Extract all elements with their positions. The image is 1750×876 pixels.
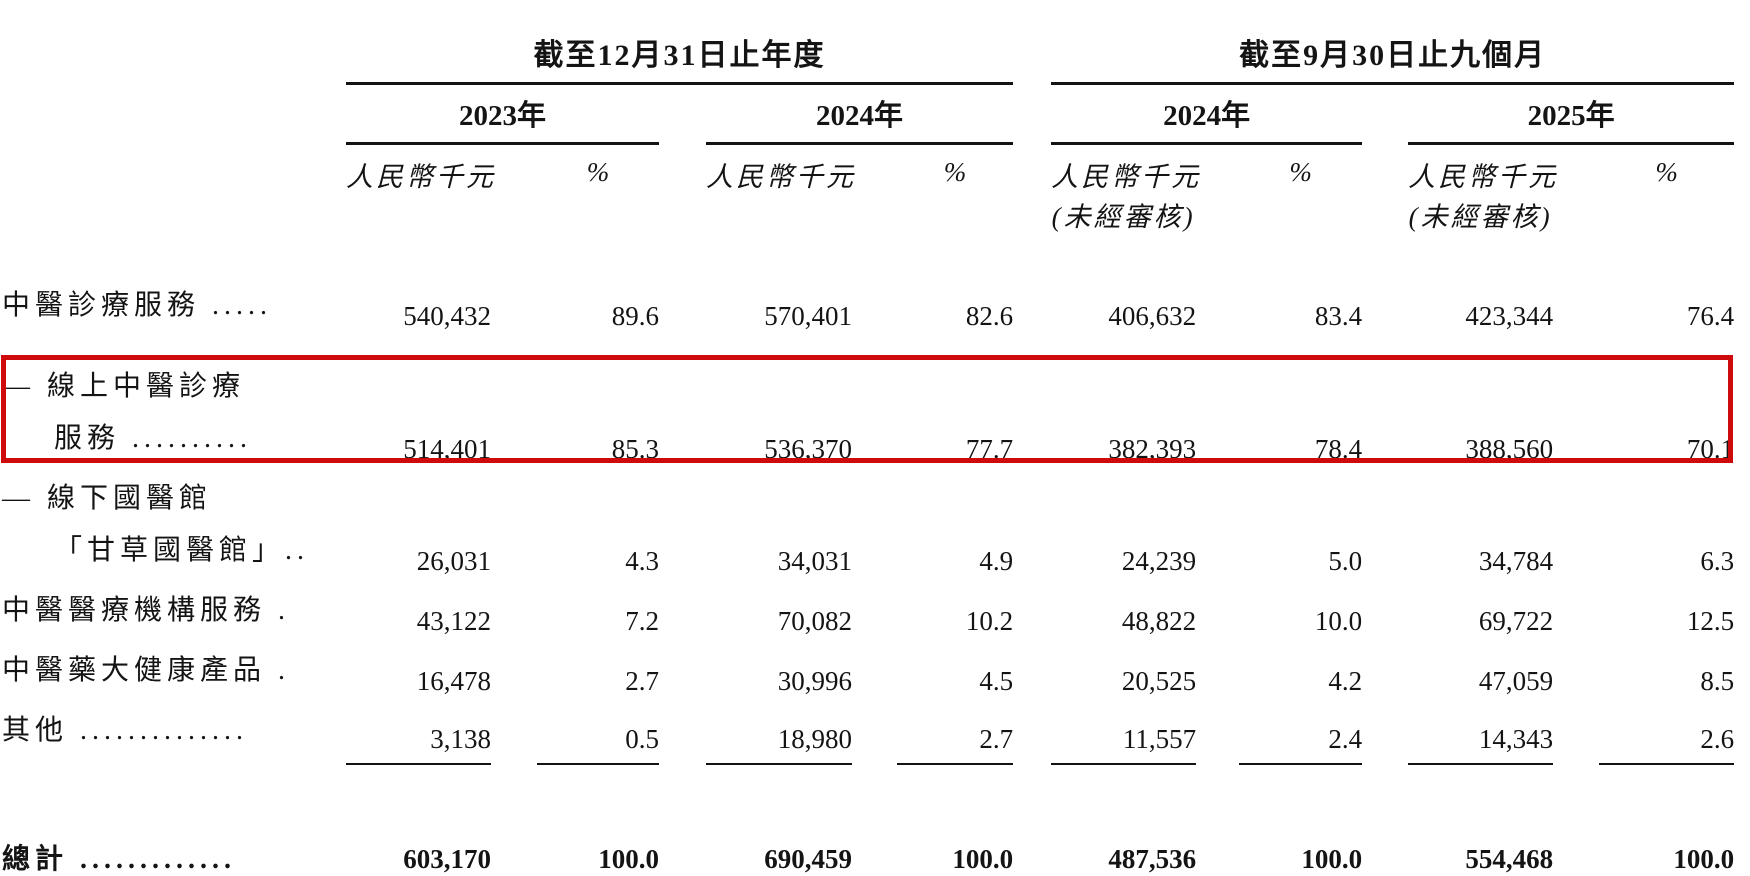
pct-header: % — [1655, 157, 1678, 187]
cell-value: 76.4 — [1686, 301, 1735, 331]
unit-label: 人民幣千元 — [346, 162, 496, 192]
cell-value: 16,478 — [416, 666, 491, 696]
cell-value: 2.7 — [625, 666, 659, 696]
cell-value: 82.6 — [965, 301, 1014, 331]
cell-value: 83.4 — [1314, 301, 1363, 331]
unit-header: 人民幣千元 — [706, 145, 856, 240]
period-header-9m: 截至9月30日止九個月 — [1051, 30, 1735, 85]
cell-value: 34,784 — [1478, 546, 1554, 576]
cell-value: 70.1 — [1686, 434, 1735, 464]
cell-value: 2.7 — [897, 705, 1014, 765]
cell-value: 382,393 — [1108, 434, 1197, 464]
cell-value: 10.0 — [1314, 606, 1363, 636]
cell-value: 536,370 — [764, 434, 852, 464]
cell-value: 0.5 — [537, 705, 659, 765]
total-value: 487,536 — [1051, 830, 1196, 876]
unaudited-note: (未經審核) — [1408, 202, 1553, 232]
cell-value: 30,996 — [777, 666, 852, 696]
cell-value: 20,525 — [1121, 666, 1197, 696]
total-value: 100.0 — [1599, 830, 1734, 876]
cell-value: 7.2 — [625, 606, 659, 636]
unit-header: 人民幣千元 (未經審核) — [1408, 145, 1559, 240]
cell-value: 12.5 — [1686, 606, 1735, 636]
cell-value: 4.5 — [979, 666, 1014, 696]
unaudited-note: (未經審核) — [1051, 202, 1196, 232]
year-header-9m2025: 2025年 — [1408, 85, 1735, 145]
total-value: 690,459 — [706, 830, 852, 876]
total-value: 100.0 — [537, 830, 659, 876]
cell-value: 5.0 — [1328, 546, 1363, 576]
row-label: — 線上中醫診療 服務 .......... — [2, 371, 253, 454]
cell-value: 85.3 — [611, 434, 659, 464]
period-header-fy: 截至12月31日止年度 — [346, 30, 1014, 85]
total-row: 總計 ............. 603,170 100.0 690,459 1… — [2, 830, 1734, 876]
cell-value: 4.3 — [625, 546, 659, 576]
total-label: 總計 ............. — [2, 844, 237, 875]
cell-value: 14,343 — [1408, 705, 1554, 765]
cell-value: 514,401 — [403, 434, 491, 464]
cell-value: 423,344 — [1465, 301, 1554, 331]
pct-header: % — [943, 157, 967, 187]
cell-value: 406,632 — [1108, 301, 1197, 331]
year-header-2024: 2024年 — [706, 85, 1014, 145]
financial-table: 截至12月31日止年度 截至9月30日止九個月 2023年 2024年 2024… — [2, 30, 1735, 876]
table-row: 其他 .............. 3,138 0.5 18,980 2.7 1… — [2, 705, 1735, 765]
table-row: 中醫診療服務 ..... 540,432 89.6 570,401 82.6 4… — [2, 280, 1734, 340]
unit-label: 人民幣千元 — [1408, 162, 1559, 192]
cell-value: 77.7 — [965, 434, 1014, 464]
total-value: 603,170 — [346, 830, 491, 876]
cell-value: 11,557 — [1051, 705, 1197, 765]
cell-value: 24,239 — [1121, 546, 1197, 576]
row-label: 中醫醫療機構服務 . — [2, 595, 291, 626]
cell-value: 3,138 — [346, 705, 491, 765]
cell-value: 2.4 — [1239, 705, 1363, 765]
pct-header: % — [586, 157, 610, 187]
table-row: — 線下國醫館 「甘草國醫館」.. 26,031 4.3 34,031 4.9 … — [2, 473, 1734, 585]
cell-value: 48,822 — [1121, 606, 1197, 636]
year-header-9m2024: 2024年 — [1051, 85, 1363, 145]
row-label: — 線下國醫館 「甘草國醫館」.. — [2, 483, 310, 566]
cell-value: 388,560 — [1465, 434, 1554, 464]
cell-value: 47,059 — [1478, 666, 1554, 696]
unit-label: 人民幣千元 — [706, 162, 856, 192]
row-label: 中醫診療服務 ..... — [2, 290, 273, 321]
unit-header: 人民幣千元 — [346, 145, 496, 240]
cell-value: 4.2 — [1328, 666, 1363, 696]
cell-value: 540,432 — [403, 301, 491, 331]
cell-value: 2.6 — [1599, 705, 1735, 765]
cell-value: 89.6 — [611, 301, 659, 331]
cell-value: 18,980 — [706, 705, 852, 765]
unit-header: 人民幣千元 (未經審核) — [1051, 145, 1202, 240]
unit-header-row: 人民幣千元 % 人民幣千元 % 人民幣千元 (未經審核) % 人民幣千元 (未經 — [2, 145, 1734, 240]
cell-value: 69,722 — [1478, 606, 1554, 636]
cell-value: 34,031 — [777, 546, 852, 576]
year-header-row: 2023年 2024年 2024年 2025年 — [2, 85, 1735, 145]
cell-value: 8.5 — [1700, 666, 1735, 696]
total-value: 100.0 — [897, 830, 1013, 876]
cell-value: 570,401 — [764, 301, 852, 331]
unit-label: 人民幣千元 — [1051, 162, 1202, 192]
cell-value: 70,082 — [777, 606, 852, 636]
period-header-row: 截至12月31日止年度 截至9月30日止九個月 — [2, 30, 1735, 85]
cell-value: 78.4 — [1314, 434, 1363, 464]
cell-value: 6.3 — [1700, 546, 1735, 576]
cell-value: 26,031 — [416, 546, 491, 576]
table-row: 中醫藥大健康產品 . 16,478 2.7 30,996 4.5 20,525 … — [2, 645, 1734, 705]
total-value: 554,468 — [1408, 830, 1553, 876]
row-label: 其他 .............. — [2, 715, 249, 746]
pct-header: % — [1289, 157, 1312, 187]
total-value: 100.0 — [1239, 830, 1362, 876]
row-label: 中醫藥大健康產品 . — [2, 655, 291, 686]
table-row: 中醫醫療機構服務 . 43,122 7.2 70,082 10.2 48,822… — [2, 585, 1734, 645]
cell-value: 43,122 — [416, 606, 491, 636]
year-header-2023: 2023年 — [346, 85, 659, 145]
cell-value: 4.9 — [979, 546, 1014, 576]
cell-value: 10.2 — [965, 606, 1014, 636]
table-row-highlighted: — 線上中醫診療 服務 .......... 514,401 85.3 536,… — [2, 340, 1734, 473]
